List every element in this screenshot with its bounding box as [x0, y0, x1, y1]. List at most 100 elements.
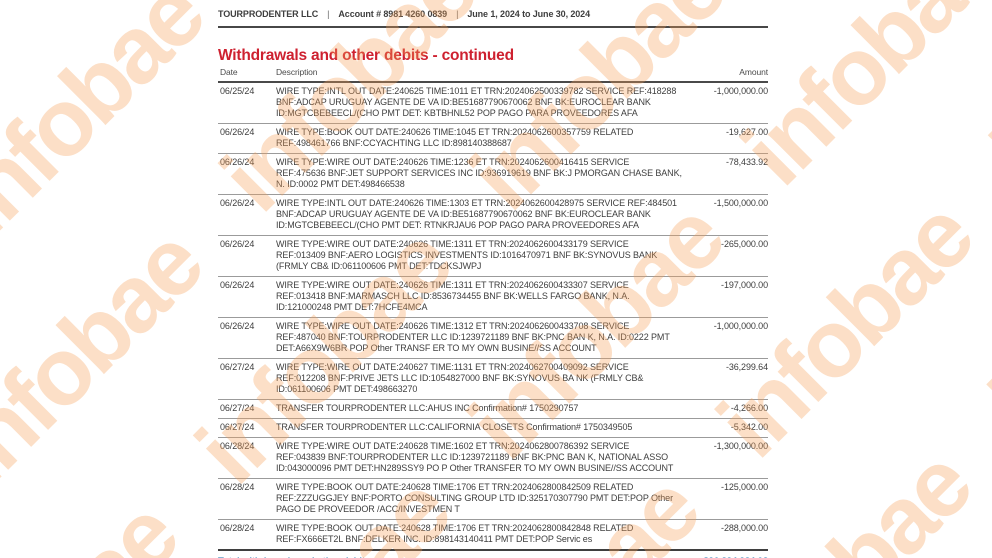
- transaction-amount: -1,500,000.00: [713, 198, 768, 208]
- description-line: WIRE TYPE:INTL OUT DATE:240626 TIME:1303…: [276, 198, 677, 208]
- transaction-amount: -5,342.00: [730, 422, 768, 432]
- description-line: ID:043000096 PMT DET:HN289SSY9 PO P Othe…: [276, 463, 674, 473]
- transaction-description: TRANSFER TOURPRODENTER LLC:CALIFORNIA CL…: [276, 422, 668, 433]
- transaction-amount: -1,000,000.00: [713, 86, 768, 96]
- company-name: TOURPRODENTER LLC: [218, 9, 319, 19]
- transaction-amount: -78,433.92: [725, 157, 768, 167]
- transaction-date: 06/28/24: [220, 441, 255, 451]
- table-row: 06/28/24 WIRE TYPE:BOOK OUT DATE:240628 …: [218, 520, 768, 549]
- description-line: WIRE TYPE:WIRE OUT DATE:240626 TIME:1311…: [276, 239, 629, 249]
- transaction-amount: -4,266.00: [730, 403, 768, 413]
- description-line: (FRMLY CB& ID:061100606 PMT DET:TDCKSJWP…: [276, 261, 482, 271]
- transaction-description: WIRE TYPE:WIRE OUT DATE:240626 TIME:1311…: [276, 239, 668, 272]
- table-row: 06/26/24 WIRE TYPE:WIRE OUT DATE:240626 …: [218, 277, 768, 318]
- transaction-description: WIRE TYPE:WIRE OUT DATE:240627 TIME:1131…: [276, 362, 668, 395]
- description-line: WIRE TYPE:WIRE OUT DATE:240626 TIME:1236…: [276, 157, 630, 167]
- description-line: TRANSFER TOURPRODENTER LLC:AHUS INC Conf…: [276, 403, 579, 413]
- description-line: WIRE TYPE:WIRE OUT DATE:240627 TIME:1131…: [276, 362, 629, 372]
- transaction-description: WIRE TYPE:INTL OUT DATE:240626 TIME:1303…: [276, 198, 677, 231]
- transaction-description: WIRE TYPE:WIRE OUT DATE:240626 TIME:1311…: [276, 280, 668, 313]
- description-line: N. ID:0002 PMT DET:498466538: [276, 179, 405, 189]
- transaction-amount: -197,000.00: [721, 280, 768, 290]
- description-line: PAGO DE PROVEEDOR /ACC/INVESTMEN T: [276, 504, 460, 514]
- transaction-date: 06/26/24: [220, 157, 255, 167]
- transaction-date: 06/28/24: [220, 482, 255, 492]
- transaction-date: 06/27/24: [220, 362, 255, 372]
- description-line: REF:487040 BNF:TOURPRODENTER LLC ID:1239…: [276, 332, 670, 342]
- table-row: 06/26/24 WIRE TYPE:WIRE OUT DATE:240626 …: [218, 318, 768, 359]
- description-line: WIRE TYPE:BOOK OUT DATE:240628 TIME:1706…: [276, 482, 634, 492]
- column-header-amount: Amount: [739, 67, 768, 77]
- transactions-table: 06/25/24 WIRE TYPE:INTL OUT DATE:240625 …: [218, 83, 768, 549]
- table-row: 06/27/24 WIRE TYPE:WIRE OUT DATE:240627 …: [218, 359, 768, 400]
- table-row: 06/25/24 WIRE TYPE:INTL OUT DATE:240625 …: [218, 83, 768, 124]
- total-row: Total withdrawals and other debits -$26,…: [218, 549, 768, 558]
- table-row: 06/28/24 WIRE TYPE:WIRE OUT DATE:240628 …: [218, 438, 768, 479]
- description-line: ID:121000248 PMT DET:7HCFE4MCA: [276, 302, 428, 312]
- transaction-description: WIRE TYPE:BOOK OUT DATE:240628 TIME:1706…: [276, 482, 673, 515]
- transaction-description: WIRE TYPE:WIRE OUT DATE:240626 TIME:1312…: [276, 321, 670, 354]
- description-line: REF:FX666ET2L BNF:DELKER INC. ID:8981431…: [276, 534, 593, 544]
- transaction-description: WIRE TYPE:BOOK OUT DATE:240628 TIME:1706…: [276, 523, 668, 545]
- statement-period: June 1, 2024 to June 30, 2024: [467, 9, 590, 19]
- statement-document: TOURPRODENTER LLC | Account # 8981 4260 …: [218, 6, 768, 558]
- table-row: 06/27/24 TRANSFER TOURPRODENTER LLC:CALI…: [218, 419, 768, 438]
- column-header-description: Description: [276, 67, 318, 77]
- table-row: 06/26/24 WIRE TYPE:INTL OUT DATE:240626 …: [218, 195, 768, 236]
- description-line: WIRE TYPE:WIRE OUT DATE:240628 TIME:1602…: [276, 441, 630, 451]
- transaction-description: WIRE TYPE:BOOK OUT DATE:240626 TIME:1045…: [276, 127, 668, 149]
- transaction-date: 06/27/24: [220, 422, 255, 432]
- header-separator: |: [327, 9, 330, 19]
- description-line: WIRE TYPE:WIRE OUT DATE:240626 TIME:1311…: [276, 280, 629, 290]
- transaction-date: 06/27/24: [220, 403, 255, 413]
- transaction-date: 06/26/24: [220, 127, 255, 137]
- transaction-date: 06/25/24: [220, 86, 255, 96]
- description-line: WIRE TYPE:BOOK OUT DATE:240628 TIME:1706…: [276, 523, 634, 533]
- description-line: REF:475636 BNF:JET SUPPORT SERVICES INC …: [276, 168, 682, 178]
- column-header-date: Date: [220, 67, 238, 77]
- description-line: REF:ZZZUGGJEY BNF:PORTO CONSULTING GROUP…: [276, 493, 673, 503]
- header-separator: |: [456, 9, 459, 19]
- description-line: REF:043839 BNF:TOURPRODENTER LLC ID:1239…: [276, 452, 669, 462]
- transaction-description: WIRE TYPE:WIRE OUT DATE:240628 TIME:1602…: [276, 441, 674, 474]
- description-line: ID:MGTCBEBEECL/(CHO PMT DET: RTNKRJAU6 P…: [276, 220, 639, 230]
- description-line: DET:A66X9W6BR POP Other TRANSF ER TO MY …: [276, 343, 597, 353]
- description-line: ID:061100606 PMT DET:498663270: [276, 384, 418, 394]
- transaction-date: 06/28/24: [220, 523, 255, 533]
- table-row: 06/26/24 WIRE TYPE:WIRE OUT DATE:240626 …: [218, 154, 768, 195]
- account-header: TOURPRODENTER LLC | Account # 8981 4260 …: [218, 6, 768, 28]
- description-line: WIRE TYPE:BOOK OUT DATE:240626 TIME:1045…: [276, 127, 634, 137]
- table-row: 06/26/24 WIRE TYPE:BOOK OUT DATE:240626 …: [218, 124, 768, 154]
- transaction-amount: -125,000.00: [721, 482, 768, 492]
- transaction-date: 06/26/24: [220, 321, 255, 331]
- description-line: REF:012208 BNF:PRIVE JETS LLC ID:1054827…: [276, 373, 644, 383]
- transaction-amount: -1,000,000.00: [713, 321, 768, 331]
- description-line: ID:MGTCBEBEECL/(CHO PMT DET: KBTBHNL52 P…: [276, 108, 638, 118]
- description-line: BNF:ADCAP URUGUAY AGENTE DE VA ID:BE5168…: [276, 209, 651, 219]
- total-label: Total withdrawals and other debits: [218, 556, 370, 558]
- description-line: REF:013418 BNF:MARMASCH LLC ID:853673445…: [276, 291, 630, 301]
- transaction-date: 06/26/24: [220, 280, 255, 290]
- transaction-date: 06/26/24: [220, 198, 255, 208]
- transaction-amount: -288,000.00: [721, 523, 768, 533]
- transaction-amount: -265,000.00: [721, 239, 768, 249]
- description-line: BNF:ADCAP URUGUAY AGENTE DE VA ID:BE5168…: [276, 97, 651, 107]
- transaction-date: 06/26/24: [220, 239, 255, 249]
- transaction-amount: -19,627.00: [725, 127, 768, 137]
- transaction-description: WIRE TYPE:INTL OUT DATE:240625 TIME:1011…: [276, 86, 677, 119]
- total-amount: -$26,824,284.08: [700, 556, 768, 558]
- table-row: 06/28/24 WIRE TYPE:BOOK OUT DATE:240628 …: [218, 479, 768, 520]
- transaction-amount: -36,299.64: [725, 362, 768, 372]
- account-number: Account # 8981 4260 0839: [338, 9, 448, 19]
- description-line: REF:013409 BNF:AERO LOGISTICS INVESTMENT…: [276, 250, 658, 260]
- transaction-description: TRANSFER TOURPRODENTER LLC:AHUS INC Conf…: [276, 403, 668, 414]
- description-line: TRANSFER TOURPRODENTER LLC:CALIFORNIA CL…: [276, 422, 633, 432]
- table-row: 06/26/24 WIRE TYPE:WIRE OUT DATE:240626 …: [218, 236, 768, 277]
- description-line: WIRE TYPE:INTL OUT DATE:240625 TIME:1011…: [276, 86, 677, 96]
- table-row: 06/27/24 TRANSFER TOURPRODENTER LLC:AHUS…: [218, 400, 768, 419]
- transaction-description: WIRE TYPE:WIRE OUT DATE:240626 TIME:1236…: [276, 157, 682, 190]
- description-line: REF:498461766 BNF:CCYACHTING LLC ID:8981…: [276, 138, 512, 148]
- description-line: WIRE TYPE:WIRE OUT DATE:240626 TIME:1312…: [276, 321, 630, 331]
- transaction-amount: -1,300,000.00: [713, 441, 768, 451]
